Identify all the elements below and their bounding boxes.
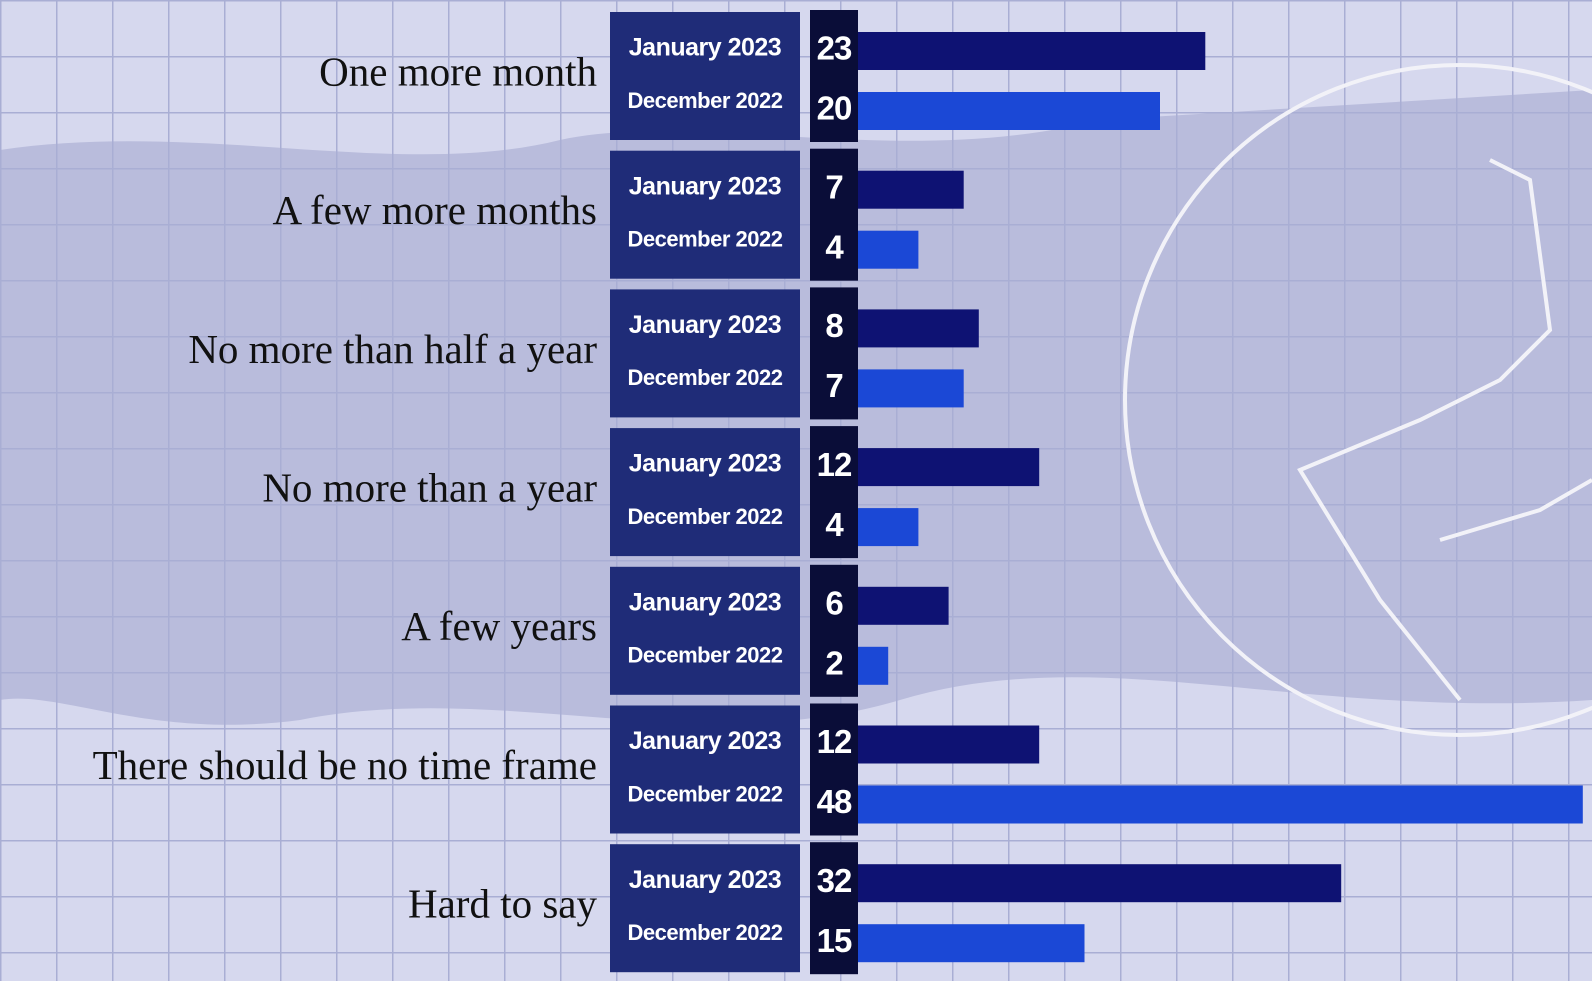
- bar: [858, 369, 964, 408]
- series-label: January 2023: [629, 311, 781, 339]
- value-label: 15: [817, 922, 852, 959]
- series-label: December 2022: [628, 643, 783, 668]
- series-label: December 2022: [628, 365, 783, 390]
- series-label-box: [610, 12, 800, 140]
- emblem-circle: [1123, 63, 1592, 737]
- bar: [858, 92, 1160, 130]
- value-label: 2: [825, 645, 843, 682]
- series-label: December 2022: [628, 781, 783, 806]
- value-label: 4: [825, 228, 844, 265]
- category-label: A few years: [401, 603, 597, 649]
- category-label: Hard to say: [408, 881, 598, 927]
- category-label: No more than half a year: [188, 326, 597, 372]
- value-label: 7: [825, 367, 842, 404]
- series-label: January 2023: [629, 172, 781, 200]
- emblem-dove: [1297, 158, 1592, 702]
- value-box: [810, 564, 858, 697]
- bar: [858, 725, 1040, 764]
- value-label: 20: [817, 90, 852, 127]
- value-label: 12: [817, 446, 852, 483]
- bar: [858, 646, 889, 685]
- series-label: January 2023: [629, 727, 781, 755]
- bar: [858, 924, 1085, 963]
- value-label: 4: [825, 506, 844, 543]
- series-label: January 2023: [629, 34, 781, 62]
- series-label: January 2023: [629, 866, 781, 894]
- value-label: 8: [825, 307, 843, 344]
- bar: [858, 32, 1206, 70]
- bar: [858, 864, 1342, 903]
- value-label: 32: [817, 862, 852, 899]
- series-label-box: [610, 844, 800, 973]
- value-box: [810, 10, 858, 142]
- series-label: December 2022: [628, 227, 783, 252]
- series-label: December 2022: [628, 504, 783, 529]
- bar: [858, 785, 1583, 824]
- value-label: 48: [817, 783, 852, 820]
- bar: [858, 170, 964, 209]
- series-label: December 2022: [628, 920, 783, 945]
- value-label: 23: [817, 30, 852, 67]
- series-label-box: [610, 566, 800, 695]
- value-box: [810, 148, 858, 281]
- category-label: One more month: [319, 48, 597, 94]
- value-box: [810, 842, 858, 975]
- series-label-box: [610, 150, 800, 279]
- series-label: December 2022: [628, 88, 783, 113]
- category-label: A few more months: [272, 187, 597, 233]
- bar: [858, 309, 979, 348]
- bar: [858, 586, 949, 625]
- value-box: [810, 287, 858, 420]
- value-label: 12: [817, 723, 852, 760]
- bar: [858, 230, 919, 269]
- bar: [858, 448, 1040, 487]
- series-label-box: [610, 428, 800, 557]
- bar: [858, 508, 919, 547]
- value-label: 7: [825, 168, 842, 205]
- value-box: [810, 426, 858, 559]
- series-label: January 2023: [629, 450, 781, 478]
- category-label: There should be no time frame: [93, 742, 597, 788]
- series-label: January 2023: [629, 588, 781, 616]
- value-label: 6: [825, 585, 843, 622]
- value-box: [810, 703, 858, 836]
- series-label-box: [610, 705, 800, 834]
- series-label-box: [610, 289, 800, 418]
- category-label: No more than a year: [262, 465, 597, 511]
